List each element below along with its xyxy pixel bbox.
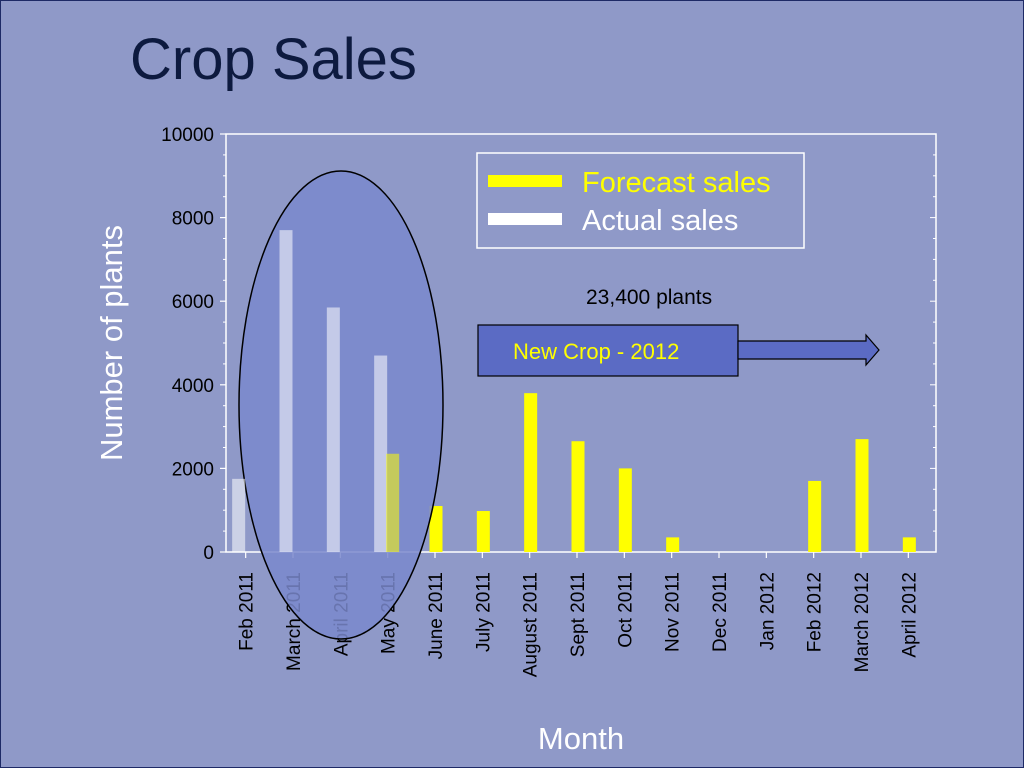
legend-swatch-actual <box>488 213 562 225</box>
bar-forecast <box>476 511 490 552</box>
bar-forecast <box>808 480 822 552</box>
total-plants-label: 23,400 plants <box>586 286 712 309</box>
x-tick-label: Oct 2011 <box>615 572 636 648</box>
new-crop-callout: New Crop - 2012 <box>477 324 880 377</box>
bar-actual <box>232 478 246 552</box>
y-axis-title: Number of plants <box>94 225 129 461</box>
x-tick-label: Jan 2012 <box>757 572 778 650</box>
x-tick-label: August 2011 <box>521 572 542 677</box>
y-tick-label: 2000 <box>172 459 214 480</box>
bar-actual <box>326 307 340 552</box>
bar-forecast <box>571 441 585 552</box>
page-title: Crop Sales <box>130 27 417 92</box>
bar-actual <box>374 355 388 552</box>
bar-forecast <box>855 439 869 552</box>
legend-swatch-forecast <box>488 175 562 187</box>
x-axis-title: Month <box>538 721 624 756</box>
highlight-ellipse <box>238 170 444 640</box>
y-tick-label: 6000 <box>172 292 214 313</box>
bar-forecast <box>618 468 632 552</box>
bar-forecast <box>666 537 680 552</box>
x-tick-label: June 2011 <box>426 572 447 659</box>
y-tick-label: 4000 <box>172 376 214 397</box>
legend-label-forecast: Forecast sales <box>582 167 771 199</box>
legend-label-actual: Actual sales <box>582 205 738 237</box>
x-tick-label: July 2011 <box>473 572 494 652</box>
x-tick-label: Feb 2011 <box>237 572 258 651</box>
callout-label: New Crop - 2012 <box>513 339 679 364</box>
bar-forecast <box>429 506 443 552</box>
x-tick-label: Feb 2012 <box>805 572 826 652</box>
x-tick-label: Nov 2011 <box>663 572 684 652</box>
y-tick-label: 0 <box>203 543 214 564</box>
y-tick-label: 8000 <box>172 209 214 230</box>
arrow-right-icon <box>737 333 880 367</box>
y-tick-label: 10000 <box>161 125 214 146</box>
x-tick-label: Dec 2011 <box>710 572 731 652</box>
x-tick-label: March 2012 <box>852 572 873 672</box>
bar-forecast <box>524 393 538 552</box>
bar-forecast <box>902 537 916 552</box>
legend: Forecast sales Actual sales <box>476 152 805 249</box>
bar-actual <box>279 230 293 552</box>
bar-forecast <box>386 453 400 552</box>
x-tick-label: Sept 2011 <box>568 572 589 657</box>
x-tick-label: April 2012 <box>899 572 920 658</box>
